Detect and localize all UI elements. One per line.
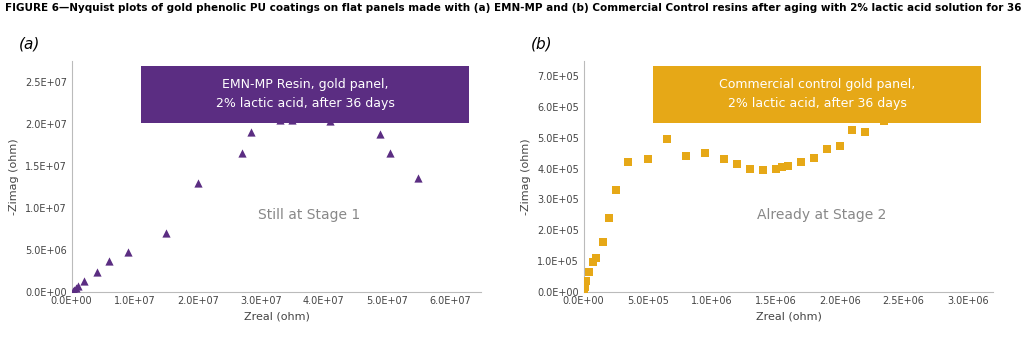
Point: [65, 288, 81, 294]
X-axis label: Zreal (ohm): Zreal (ohm): [756, 312, 821, 322]
Point: [717, 157, 733, 162]
Point: [768, 166, 784, 171]
Point: [410, 176, 426, 181]
Point: [66, 287, 82, 293]
Point: [889, 112, 905, 118]
Point: [577, 284, 593, 290]
Y-axis label: -Zimag (ohm): -Zimag (ohm): [521, 138, 531, 215]
Point: [741, 166, 758, 171]
Text: (a): (a): [18, 37, 40, 52]
Point: [233, 151, 250, 156]
Point: [585, 260, 601, 265]
Point: [857, 129, 873, 135]
Point: [639, 157, 655, 162]
Point: [697, 151, 714, 156]
Text: Commercial control gold panel,
2% lactic acid, after 36 days: Commercial control gold panel, 2% lactic…: [719, 78, 915, 111]
Point: [189, 180, 206, 185]
Point: [883, 114, 899, 119]
Point: [577, 287, 593, 293]
Point: [595, 240, 611, 245]
Point: [658, 137, 675, 142]
Text: Still at Stage 1: Still at Stage 1: [258, 208, 360, 222]
Point: [271, 117, 288, 122]
Point: [581, 269, 597, 274]
Point: [774, 164, 791, 170]
Point: [601, 215, 617, 220]
Y-axis label: -Zimag (ohm): -Zimag (ohm): [9, 138, 19, 215]
Text: Already at Stage 2: Already at Stage 2: [757, 208, 886, 222]
Point: [607, 187, 624, 193]
Point: [729, 161, 745, 167]
FancyBboxPatch shape: [653, 66, 981, 123]
X-axis label: Zreal (ohm): Zreal (ohm): [244, 312, 309, 322]
Point: [284, 117, 300, 122]
FancyBboxPatch shape: [141, 66, 469, 123]
Point: [877, 118, 893, 124]
Point: [101, 258, 118, 263]
Point: [382, 151, 398, 156]
Point: [243, 129, 259, 135]
Point: [578, 278, 594, 283]
Point: [322, 118, 338, 123]
Point: [831, 143, 848, 148]
Point: [70, 283, 86, 288]
Point: [68, 285, 84, 291]
Point: [806, 155, 822, 161]
Point: [793, 160, 809, 165]
Point: [76, 279, 92, 284]
Point: [844, 127, 860, 133]
Point: [373, 131, 389, 137]
Point: [158, 230, 174, 236]
Point: [780, 163, 797, 168]
Point: [819, 146, 836, 151]
Text: EMN-MP Resin, gold panel,
2% lactic acid, after 36 days: EMN-MP Resin, gold panel, 2% lactic acid…: [216, 78, 394, 111]
Point: [588, 255, 604, 260]
Point: [120, 250, 136, 255]
Text: FIGURE 6—Nyquist plots of gold phenolic PU coatings on flat panels made with (a): FIGURE 6—Nyquist plots of gold phenolic …: [5, 3, 1024, 13]
Point: [89, 270, 105, 275]
Point: [621, 160, 637, 165]
Point: [678, 154, 694, 159]
Text: (b): (b): [530, 37, 552, 52]
Point: [755, 167, 771, 173]
